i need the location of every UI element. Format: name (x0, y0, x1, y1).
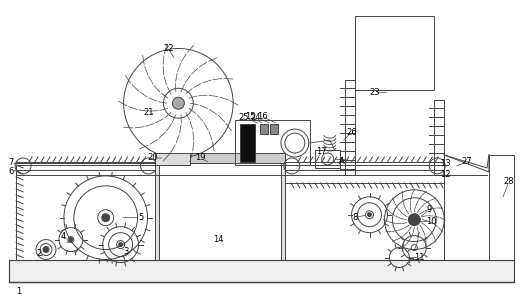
Bar (489, 155, 514, 259)
Circle shape (408, 214, 420, 226)
Bar (155, 153, 285, 163)
Circle shape (69, 238, 73, 241)
Circle shape (43, 247, 49, 252)
Bar (240, 124, 255, 162)
Circle shape (164, 88, 194, 118)
Text: 5: 5 (138, 213, 143, 222)
Text: 24: 24 (251, 113, 262, 122)
Text: 4: 4 (60, 232, 65, 241)
Circle shape (368, 213, 371, 217)
Bar (260, 124, 268, 134)
Text: 23: 23 (369, 88, 380, 97)
Text: 25: 25 (239, 113, 249, 122)
Bar (315, 150, 339, 168)
Text: 6: 6 (8, 167, 14, 176)
Bar (9, 259, 514, 282)
Bar (235, 120, 310, 165)
Circle shape (119, 243, 122, 247)
Text: 11: 11 (414, 253, 425, 262)
Text: 9: 9 (427, 205, 432, 214)
Text: 13: 13 (440, 159, 450, 168)
Bar (434, 100, 444, 175)
Text: 26: 26 (346, 128, 357, 137)
Text: A: A (339, 158, 345, 166)
Text: 2: 2 (37, 249, 42, 258)
Text: 19: 19 (195, 154, 206, 162)
Bar (281, 163, 285, 259)
Bar (155, 153, 190, 165)
Bar (285, 165, 444, 259)
Text: 27: 27 (462, 158, 472, 166)
Text: 21: 21 (143, 108, 154, 117)
Bar (270, 124, 278, 134)
Text: 15: 15 (245, 112, 255, 121)
Bar (16, 165, 155, 259)
Text: 8: 8 (352, 213, 357, 222)
Text: 3: 3 (123, 247, 128, 256)
Text: 16: 16 (257, 112, 267, 121)
Text: 7: 7 (8, 158, 14, 168)
Text: 20: 20 (147, 154, 158, 162)
Text: 12: 12 (440, 170, 450, 179)
Text: 10: 10 (426, 217, 437, 226)
Text: 22: 22 (163, 44, 174, 53)
Text: 17: 17 (316, 148, 327, 156)
Bar (345, 80, 355, 175)
Text: 14: 14 (213, 235, 223, 244)
Text: 28: 28 (504, 177, 514, 186)
Bar (355, 16, 434, 90)
Bar (155, 163, 160, 259)
Text: 1: 1 (17, 287, 22, 296)
Circle shape (102, 214, 110, 222)
Circle shape (173, 97, 184, 109)
